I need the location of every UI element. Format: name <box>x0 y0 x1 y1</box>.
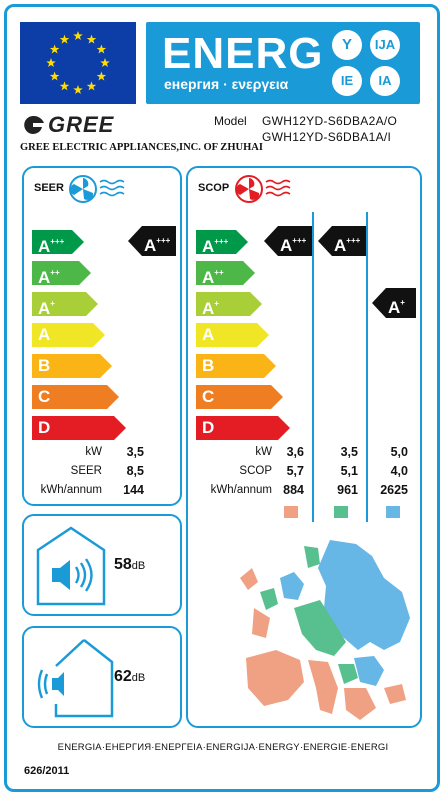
lang-badge-ia: IA <box>370 66 400 96</box>
scop-class-label: A++ <box>202 268 224 287</box>
model-label: Model <box>214 114 247 128</box>
scop-col1-kw: 3,6 <box>286 445 304 459</box>
eu-star <box>59 34 70 44</box>
eu-star <box>73 31 83 41</box>
scop-col2-scop: 5,1 <box>340 464 358 478</box>
energy-title: ENERG <box>162 29 324 78</box>
scop-col3-scop: 4,0 <box>390 464 408 478</box>
cooling-fan-icon <box>69 175 125 203</box>
scop-rating-arrow-2: A+++ <box>318 226 366 256</box>
seer-class-label: A++ <box>38 268 60 287</box>
lang-badge-y: Y <box>332 30 362 60</box>
scop-col1-scop: 5,7 <box>286 464 304 478</box>
eu-star <box>96 44 107 54</box>
scop-scop-label: SCOP <box>239 465 272 477</box>
model-indoor: GWH12YD-S6DBA2A/O <box>262 114 398 128</box>
seer-kw-label: kW <box>85 446 102 458</box>
eu-star <box>73 85 83 95</box>
scop-rating-label-2: A+++ <box>334 236 361 255</box>
brand-logo-text: GREE <box>48 112 115 137</box>
scop-class-label: B <box>202 356 215 375</box>
zone-marker-warm <box>284 506 298 518</box>
scop-col3-kw: 5,0 <box>390 445 408 459</box>
eu-star <box>46 58 56 68</box>
seer-rating-arrow: A+++ <box>128 226 176 256</box>
scop-divider-2 <box>366 212 368 522</box>
outdoor-unit-speaker-icon <box>37 639 114 718</box>
eu-flag <box>20 22 136 104</box>
seer-panel: SEER A+++ A++ A+ A B C D A+++ kW 3,5 SEER 8,5 … <box>22 166 182 506</box>
energy-banner: ENERG енергия · ενεργεια Y IJA IE IA <box>146 22 420 104</box>
footer-languages: ENERGIA·ЕНЕРГИЯ·ΕΝΕΡΓΕΙΑ·ENERGIJA·ENERGY… <box>57 742 389 753</box>
scop-class-label: A <box>202 325 215 344</box>
seer-kw-value: 3,5 <box>126 445 144 459</box>
zone-marker-cold <box>386 506 400 518</box>
seer-class-label: A <box>38 325 51 344</box>
seer-kwh-value: 144 <box>123 483 144 497</box>
seer-title: SEER <box>34 182 64 194</box>
scop-class-label: A+++ <box>202 237 229 256</box>
eu-stars-icon <box>46 31 110 95</box>
eu-star <box>100 58 110 68</box>
energy-subtitle: енергия · ενεργεια <box>164 76 289 92</box>
scop-col1-kwh: 884 <box>283 483 304 497</box>
model-outdoor: GWH12YD-S6DBA1A/I <box>262 130 392 144</box>
scop-rating-label-1: A+++ <box>280 236 307 255</box>
indoor-noise-value: 58dB <box>114 556 146 573</box>
seer-seer-label: SEER <box>70 465 102 477</box>
seer-rating-label: A+++ <box>144 236 171 255</box>
seer-kwh-label: kWh/annum <box>40 484 102 496</box>
seer-class-label: C <box>38 387 51 406</box>
scop-class-label: D <box>202 418 215 437</box>
zone-marker-average <box>334 506 348 518</box>
scop-divider-1 <box>312 212 314 522</box>
label-frame <box>4 4 440 792</box>
regulation-number: 626/2011 <box>24 765 70 777</box>
scop-title: SCOP <box>198 182 230 194</box>
scop-rating-label-3: A+ <box>388 298 405 317</box>
seer-class-label: A+++ <box>38 237 65 256</box>
scop-rating-arrow-1: A+++ <box>264 226 312 256</box>
europe-climate-map <box>240 540 410 720</box>
scop-kw-label: kW <box>255 446 272 458</box>
scop-kwh-label: kWh/annum <box>210 484 272 496</box>
eu-star <box>86 34 97 44</box>
indoor-noise-panel: 58dB <box>22 514 182 616</box>
outdoor-noise-value: 62dB <box>114 668 146 685</box>
outdoor-noise-panel: 62dB <box>22 626 182 728</box>
scop-rating-arrow-3: A+ <box>372 288 416 318</box>
indoor-unit-speaker-icon <box>36 526 106 606</box>
eu-star <box>86 81 97 91</box>
supplier-company: GREE ELECTRIC APPLIANCES,INC. OF ZHUHAI <box>20 142 263 153</box>
lang-badge-ija: IJA <box>370 30 400 60</box>
eu-star <box>96 71 107 81</box>
seer-seer-value: 8,5 <box>126 464 144 478</box>
eu-star <box>59 81 70 91</box>
scop-col2-kwh: 961 <box>337 483 358 497</box>
heating-fan-icon <box>235 175 291 203</box>
lang-badge-ie: IE <box>332 66 362 96</box>
eu-star <box>49 71 60 81</box>
seer-class-label: B <box>38 356 51 375</box>
seer-class-label: D <box>38 418 51 437</box>
scop-panel: SCOP A+++ A++ A+ A B C D A+++ A+++ A+ kW SCOP … <box>186 166 422 728</box>
gree-logo-icon <box>24 115 44 134</box>
seer-class-label: A+ <box>38 299 55 318</box>
scop-class-label: C <box>202 387 215 406</box>
scop-col2-kw: 3,5 <box>340 445 358 459</box>
eu-star <box>49 44 60 54</box>
scop-col3-kwh: 2625 <box>380 483 408 497</box>
scop-class-label: A+ <box>202 299 219 318</box>
